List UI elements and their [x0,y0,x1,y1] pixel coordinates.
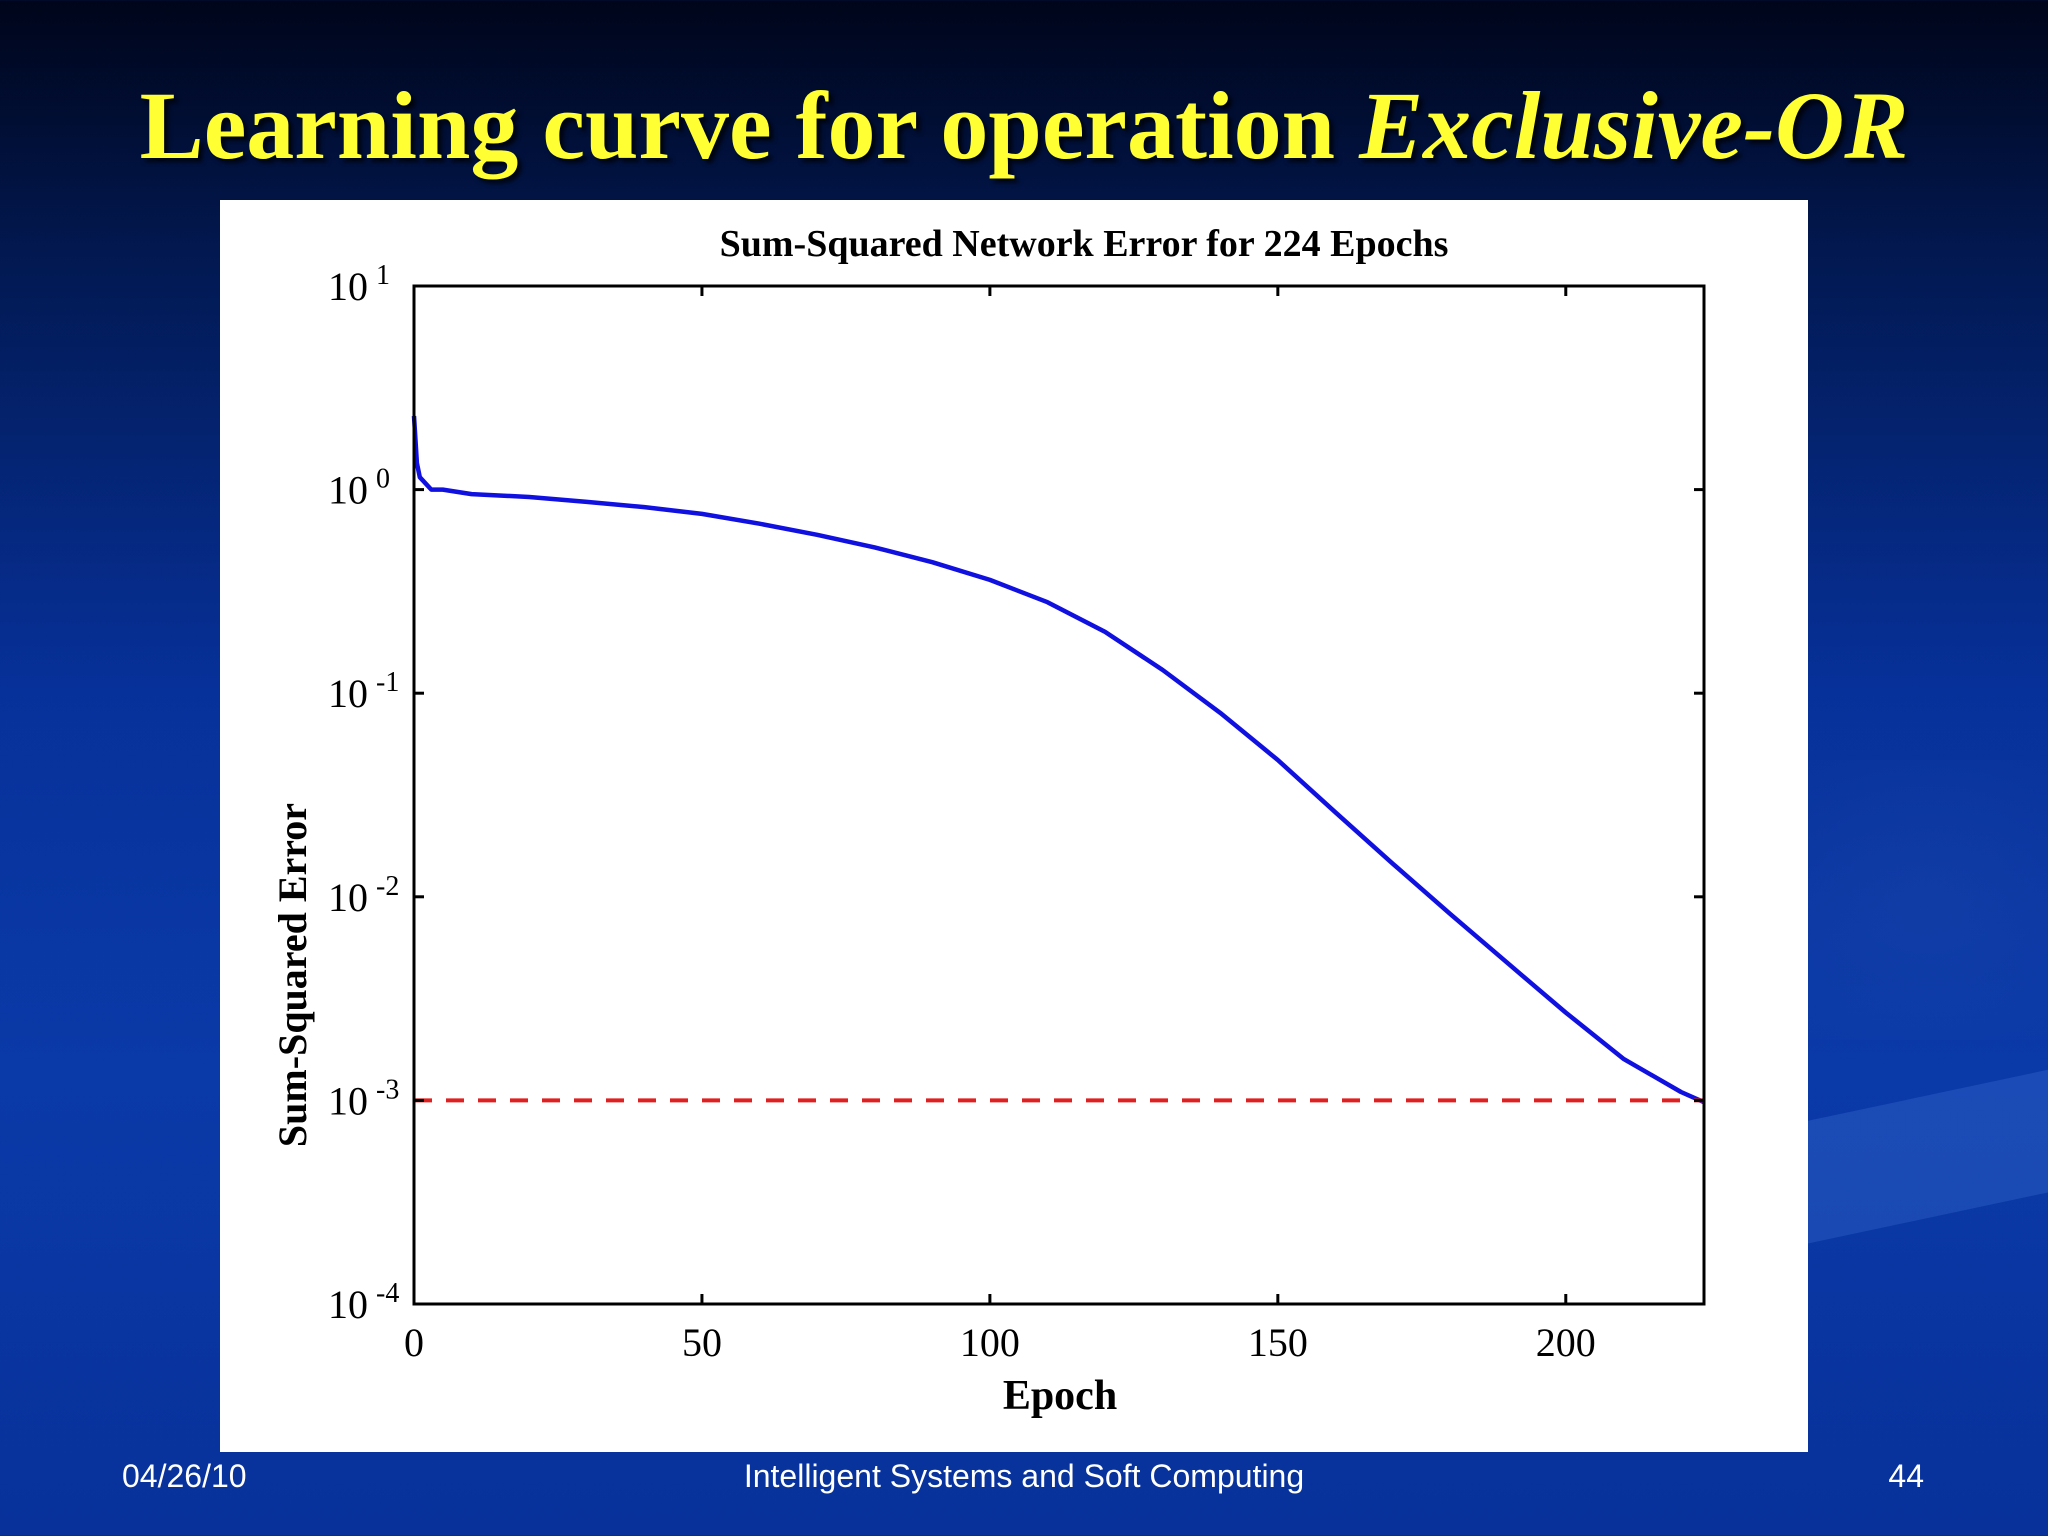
y-axis-label: Sum-Squared Error [270,803,315,1147]
slide-title-emphasis: Exclusive-OR [1359,72,1909,179]
chart-title: Sum-Squared Network Error for 224 Epochs [720,223,1449,265]
x-axis-label: Epoch [1003,1373,1117,1419]
x-tick-label: 50 [682,1320,722,1365]
x-tick-label: 150 [1248,1320,1308,1365]
error-curve-line [411,415,1705,1105]
slide-title: Learning curve for operation Exclusive-O… [0,70,2048,181]
y-tick-label: 10 1 [328,260,390,309]
chart-panel: Sum-Squared Network Error for 224 Epochs… [220,200,1808,1452]
x-tick-label: 0 [404,1320,424,1365]
footer-course-title: Intelligent Systems and Soft Computing [743,1458,1305,1494]
y-tick-label: 10 -4 [328,1278,399,1327]
y-tick-label: 10 0 [328,464,390,513]
footer-page-number: 44 [1888,1458,1924,1494]
x-tick-label: 100 [960,1320,1020,1365]
x-tick-label: 200 [1536,1320,1596,1365]
slide-title-main: Learning curve for operation [139,72,1360,179]
plot-frame [412,284,1706,1306]
y-tick-label: 10 -2 [328,871,399,920]
footer-date: 04/26/10 [122,1458,247,1494]
series-layer [411,415,1705,1105]
y-tick-label: 10 -3 [328,1074,399,1123]
y-tick-label: 10 -1 [328,667,399,716]
learning-curve-chart: Sum-Squared Network Error for 224 Epochs… [270,223,1706,1419]
